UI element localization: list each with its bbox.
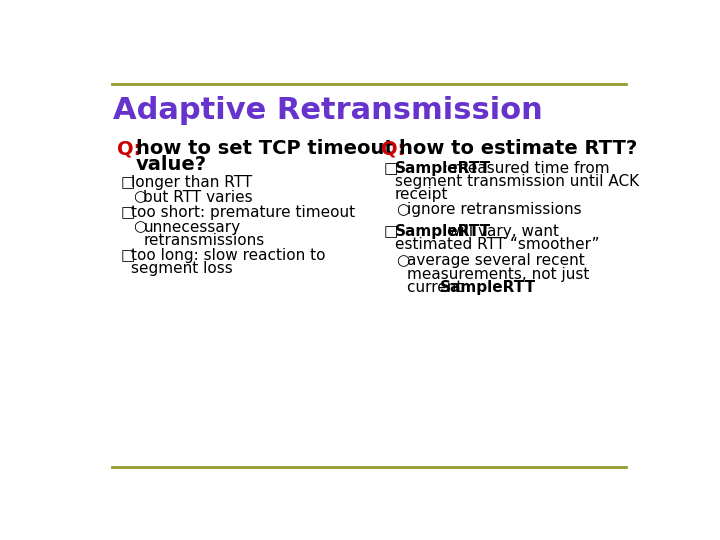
Text: receipt: receipt <box>395 187 448 202</box>
Text: longer than RTT: longer than RTT <box>131 175 252 190</box>
Text: Q:: Q: <box>381 139 405 159</box>
Text: □: □ <box>120 175 135 190</box>
Text: SampleRTT: SampleRTT <box>395 224 491 239</box>
Text: estimated RTT “smoother”: estimated RTT “smoother” <box>395 237 599 252</box>
Text: will vary, want: will vary, want <box>443 224 559 239</box>
Text: ○: ○ <box>132 220 146 234</box>
Text: SampleRTT: SampleRTT <box>439 280 536 295</box>
Text: ignore retransmissions: ignore retransmissions <box>407 202 582 217</box>
Text: current: current <box>407 280 467 295</box>
Text: value?: value? <box>136 155 207 174</box>
Text: but RTT varies: but RTT varies <box>143 190 253 205</box>
Text: segment loss: segment loss <box>131 261 233 276</box>
Text: □: □ <box>120 248 135 263</box>
Text: segment transmission until ACK: segment transmission until ACK <box>395 174 639 189</box>
Text: SampleRTT: SampleRTT <box>395 161 491 176</box>
Text: measurements, not just: measurements, not just <box>407 267 590 281</box>
Text: □: □ <box>120 205 135 220</box>
Text: how to set TCP timeout: how to set TCP timeout <box>136 139 393 159</box>
Text: □: □ <box>384 224 398 239</box>
Text: : measured time from: : measured time from <box>443 161 609 176</box>
Text: □: □ <box>384 161 398 176</box>
Text: too short: premature timeout: too short: premature timeout <box>131 205 355 220</box>
Text: Adaptive Retransmission: Adaptive Retransmission <box>113 96 543 125</box>
Text: too long: slow reaction to: too long: slow reaction to <box>131 248 325 263</box>
Text: average several recent: average several recent <box>407 253 585 268</box>
Text: how to estimate RTT?: how to estimate RTT? <box>399 139 637 159</box>
Text: Q:: Q: <box>117 139 142 159</box>
Text: unnecessary: unnecessary <box>143 220 240 234</box>
Text: ○: ○ <box>396 202 410 217</box>
Text: ○: ○ <box>132 190 146 205</box>
Text: ○: ○ <box>396 253 410 268</box>
Text: retransmissions: retransmissions <box>143 233 265 248</box>
